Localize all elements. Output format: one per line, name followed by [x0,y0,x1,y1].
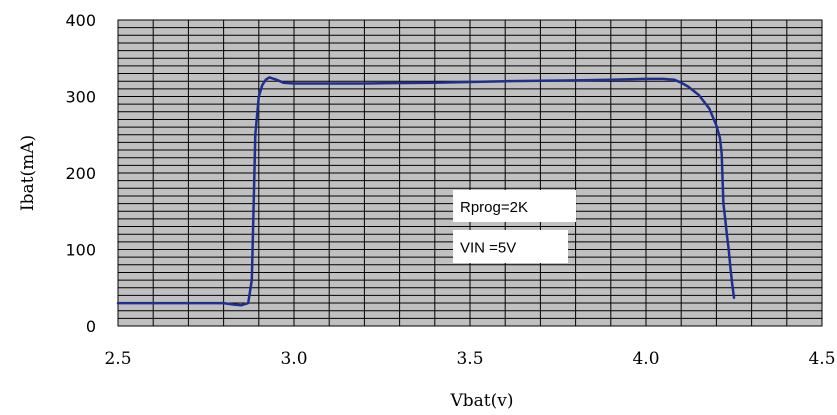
annotation-text: VIN =5V [460,240,516,257]
y-tick-label: 200 [65,164,96,183]
x-tick-label: 4.5 [808,349,835,369]
y-tick-label: 400 [65,11,96,30]
series-layer [116,76,736,307]
x-axis-label: Vbat(v) [450,391,514,411]
annotation-text: Rprog=2K [460,199,528,216]
grid-lines [118,20,822,326]
y-axis-ticks: 0 100 200 300 400 [65,11,96,336]
y-tick-label: 100 [65,241,96,260]
y-tick-label: 0 [86,317,96,336]
series-line [116,76,736,307]
x-tick-label: 3.0 [280,349,307,369]
y-axis-label: Ibat(mA) [18,135,38,211]
plot-frame [117,19,823,327]
x-axis-ticks: 2.5 3.0 3.5 4.0 4.5 [104,349,835,369]
annotation-box [453,230,568,263]
x-tick-label: 4.0 [632,349,659,369]
y-tick-label: 300 [65,88,96,107]
x-tick-label: 2.5 [104,349,131,369]
annotation-box [453,190,576,222]
x-tick-label: 3.5 [456,349,483,369]
annotations: Rprog=2K VIN =5V [453,190,576,263]
